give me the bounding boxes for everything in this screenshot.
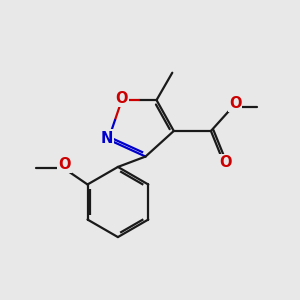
Text: O: O [116,91,128,106]
Text: N: N [101,130,113,146]
Text: O: O [219,155,231,170]
Text: O: O [58,157,71,172]
Text: O: O [229,96,241,111]
